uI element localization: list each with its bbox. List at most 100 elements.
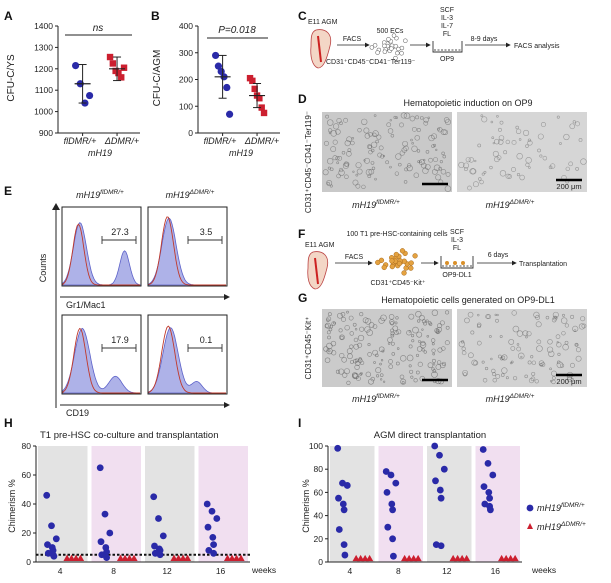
cell-speck: [410, 334, 415, 338]
cell-speck: [329, 324, 334, 329]
data-point-delta: [76, 554, 85, 561]
cell-speck: [359, 360, 365, 366]
cell-speck: [337, 155, 343, 161]
data-point-delta: [63, 554, 71, 561]
cell-speck: [484, 366, 489, 371]
cell-speck: [524, 374, 528, 379]
cell-speck: [399, 150, 405, 156]
cell-speck: [352, 179, 359, 186]
cell-speck: [359, 372, 363, 376]
data-point-delta: [251, 85, 258, 93]
cell-speck: [530, 376, 536, 382]
cell-speck: [581, 323, 587, 329]
panel-f: F E11 AGM FACS 100 T1 pre-HSC-containing…: [298, 227, 567, 290]
legend-label-delta: mH19ΔDMR/+: [537, 521, 586, 532]
endothelial-cell: [399, 45, 405, 51]
cell-speck: [494, 138, 500, 145]
cell-speck: [347, 148, 352, 153]
data-point-fl: [484, 460, 492, 467]
cell-speck: [332, 155, 338, 161]
cell-speck: [400, 355, 407, 362]
panel-c-factor-2: IL-3: [441, 15, 453, 22]
panel-f-outcome: Transplantation: [519, 261, 567, 268]
cell-speck: [415, 311, 422, 318]
cell-speck: [488, 335, 492, 338]
cell-speck: [389, 319, 395, 325]
cell-speck: [565, 166, 570, 171]
cell-speck: [366, 329, 373, 336]
cell-speck: [549, 379, 553, 383]
data-point-delta: [410, 554, 418, 562]
panel-f-factor-3: FL: [453, 245, 461, 252]
cell-speck: [327, 335, 331, 340]
data-point-delta: [401, 554, 409, 562]
cell-speck: [411, 142, 414, 145]
cell-speck: [364, 318, 372, 325]
cell-speck: [365, 371, 372, 378]
cell-speck: [431, 342, 435, 346]
cell-speck: [499, 335, 503, 338]
cell-speck: [474, 159, 477, 163]
cell-speck: [368, 322, 375, 328]
cell-speck: [380, 314, 387, 322]
panel-a-xtick-2: ΔDMR/+: [104, 136, 139, 146]
cell-speck: [338, 328, 343, 333]
cell-speck: [432, 352, 435, 356]
data-point-fl: [437, 494, 445, 502]
data-point-delta: [449, 554, 457, 562]
data-point-delta: [179, 554, 187, 561]
cell-speck: [415, 353, 420, 357]
cell-speck: [545, 315, 550, 320]
cell-speck: [380, 154, 385, 159]
cell-speck: [362, 317, 369, 324]
counts-axis-arrow: [52, 203, 60, 210]
cell-speck: [332, 139, 338, 145]
cell-speck: [499, 170, 507, 177]
cell-speck: [393, 115, 397, 119]
data-point-fl: [382, 468, 390, 475]
cell-speck: [341, 316, 346, 322]
data-point-fl: [334, 444, 342, 452]
data-point-delta: [106, 53, 114, 61]
y-tick-label: 40: [22, 499, 32, 509]
cell-speck: [441, 361, 446, 366]
cell-speck: [336, 118, 342, 124]
panel-c-label: C: [298, 9, 307, 23]
cell-speck: [392, 325, 399, 332]
cell-speck: [378, 346, 385, 353]
cell-speck: [580, 158, 587, 165]
cell-speck: [462, 372, 468, 377]
panel-f-markers: CD31⁺CD45⁻Kit⁺: [370, 280, 425, 287]
histograms: [62, 216, 226, 394]
cell-speck: [327, 349, 331, 353]
pre-hsc-cell: [412, 253, 418, 259]
cell-speck: [575, 343, 579, 347]
data-point-delta: [511, 554, 519, 562]
cell-speck: [326, 316, 332, 322]
cell-speck: [402, 140, 408, 147]
panel-i-ylabel: Chimerism %: [301, 479, 311, 533]
cell-speck: [406, 164, 413, 172]
cell-speck: [548, 165, 553, 170]
cell-speck: [578, 323, 585, 330]
panel-h-plot: 0 20 40 60 80 4 8 12 16: [22, 441, 250, 576]
pre-hsc-cell: [408, 265, 414, 271]
cell-speck: [357, 127, 362, 133]
panel-f-agm: E11 AGM: [305, 242, 335, 249]
data-point-delta: [454, 554, 462, 562]
cell-speck: [326, 330, 331, 335]
cell-speck: [374, 177, 377, 181]
cell-speck: [534, 379, 539, 384]
cell-speck: [394, 321, 398, 325]
cell-speck: [470, 330, 475, 335]
cell-speck: [428, 157, 433, 163]
cell-speck: [390, 341, 395, 346]
cell-speck: [523, 129, 530, 136]
cell-speck: [414, 135, 420, 141]
cell-speck: [324, 322, 331, 329]
panel-e-row1-marker: Gr1/Mac1: [66, 300, 106, 310]
cell-speck: [564, 323, 569, 328]
cell-speck: [387, 342, 391, 345]
cell-speck: [346, 310, 349, 314]
data-point-delta: [121, 554, 129, 561]
